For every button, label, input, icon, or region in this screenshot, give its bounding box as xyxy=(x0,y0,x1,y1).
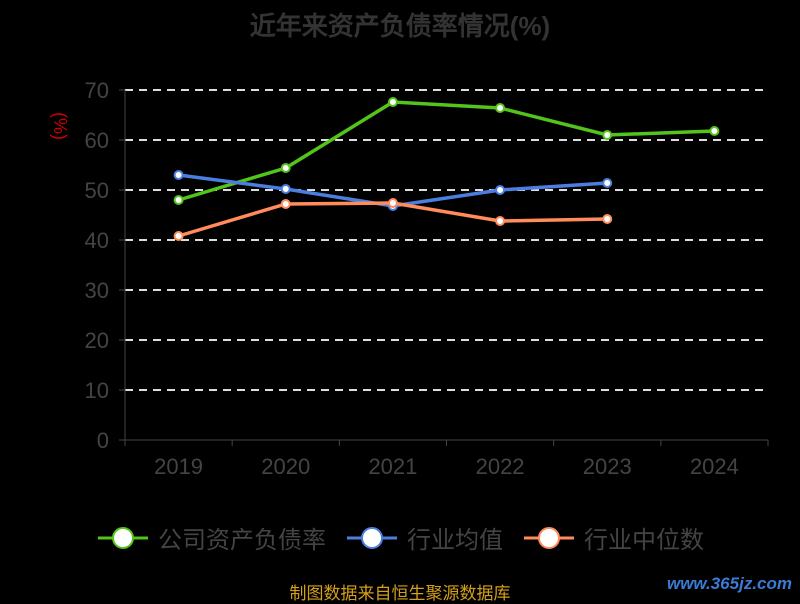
x-tick-label: 2024 xyxy=(690,454,739,479)
data-source-note: 制图数据来自恒生聚源数据库 xyxy=(289,584,511,603)
data-point xyxy=(173,170,184,180)
data-point xyxy=(709,126,720,136)
data-point xyxy=(173,195,184,205)
x-tick-label: 2023 xyxy=(583,454,632,479)
data-point xyxy=(280,184,291,194)
data-point xyxy=(280,163,291,173)
legend-marker-icon xyxy=(524,526,574,549)
y-tick-label: 30 xyxy=(85,278,109,303)
data-point xyxy=(602,214,613,224)
legend-item[interactable]: 行业中位数 xyxy=(524,520,704,555)
y-tick-label: 0 xyxy=(97,428,109,453)
data-point xyxy=(173,231,184,241)
legend-item[interactable]: 公司资产负债率 xyxy=(98,520,326,555)
watermark: www.365jz.com xyxy=(666,574,792,593)
x-tick-label: 2019 xyxy=(154,454,203,479)
legend-label: 行业均值 xyxy=(407,527,503,554)
x-tick-label: 2020 xyxy=(261,454,310,479)
legend-label: 公司资产负债率 xyxy=(158,527,326,554)
legend-marker-icon xyxy=(98,526,148,549)
legend-label: 行业中位数 xyxy=(584,527,704,554)
data-point xyxy=(280,199,291,209)
data-point xyxy=(495,216,506,226)
data-point xyxy=(602,178,613,188)
y-tick-label: 70 xyxy=(85,78,109,103)
series-line xyxy=(178,100,715,202)
y-tick-label: 40 xyxy=(85,228,109,253)
x-tick-label: 2022 xyxy=(476,454,525,479)
y-tick-label: 60 xyxy=(85,128,109,153)
data-point xyxy=(387,97,398,107)
y-tick-label: 20 xyxy=(85,328,109,353)
y-tick-label: 10 xyxy=(85,378,109,403)
data-point xyxy=(495,185,506,195)
chart-title: 近年来资产负债率情况(%) xyxy=(249,11,551,41)
data-point xyxy=(602,130,613,140)
legend-marker-icon xyxy=(347,526,397,549)
data-point xyxy=(387,198,398,208)
data-point xyxy=(495,103,506,113)
x-tick-label: 2021 xyxy=(368,454,417,479)
y-tick-label: 50 xyxy=(85,178,109,203)
legend-item[interactable]: 行业均值 xyxy=(347,520,503,555)
